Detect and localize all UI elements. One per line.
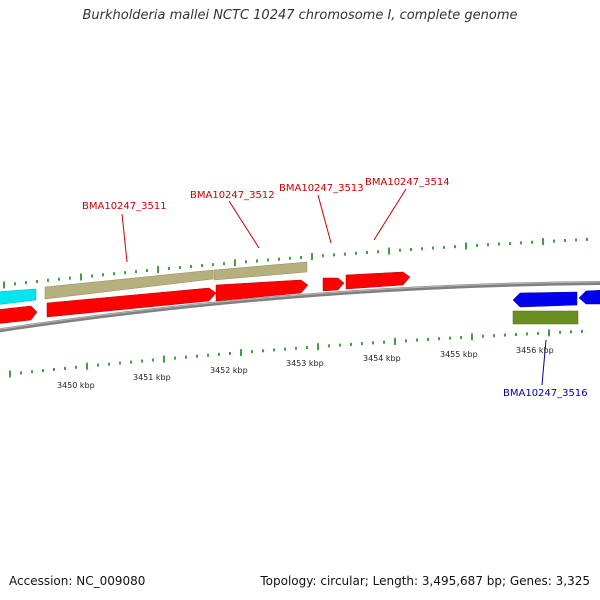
cds-arrow-forward[interactable] xyxy=(322,277,345,292)
scale-label: 3453 kbp xyxy=(286,359,324,368)
genome-title: Burkholderia mallei NCTC 10247 chromosom… xyxy=(82,8,518,23)
cds-arrow-forward[interactable] xyxy=(345,271,411,290)
gene-label: BMA10247_3516 xyxy=(503,388,588,399)
outer-tick-ring xyxy=(3,237,588,289)
cds-arrow-forward[interactable] xyxy=(215,279,309,302)
cds-arrow-reverse[interactable] xyxy=(578,290,600,305)
genome-summary: Topology: circular; Length: 3,495,687 bp… xyxy=(260,574,590,588)
backbone-arc xyxy=(0,281,600,333)
cyan-feature[interactable] xyxy=(0,288,37,305)
cds-arrow-forward[interactable] xyxy=(46,287,217,318)
cds-arrow-forward[interactable] xyxy=(0,305,38,324)
gene-label: BMA10247_3511 xyxy=(82,201,167,212)
scale-label: 3452 kbp xyxy=(210,366,248,375)
gene-label: BMA10247_3514 xyxy=(365,177,450,188)
gene-feature-forward[interactable] xyxy=(213,261,308,281)
scale-label: 3451 kbp xyxy=(133,373,171,382)
gene-feature-forward[interactable] xyxy=(44,269,214,300)
leader-line xyxy=(121,213,128,263)
leader-line xyxy=(541,339,547,386)
leader-line xyxy=(373,188,407,241)
inner-tick-ring xyxy=(9,329,583,378)
leader-line xyxy=(228,200,260,249)
scale-label: 3455 kbp xyxy=(440,350,478,359)
accession-label: Accession: NC_009080 xyxy=(9,574,146,588)
scale-label: 3450 kbp xyxy=(57,381,95,390)
cds-arrow-reverse[interactable] xyxy=(512,291,578,308)
leader-line xyxy=(317,194,332,244)
gene-label: BMA10247_3513 xyxy=(279,183,364,194)
gene-feature-reverse[interactable] xyxy=(512,310,579,325)
scale-label: 3456 kbp xyxy=(516,346,554,355)
scale-label: 3454 kbp xyxy=(363,354,401,363)
gene-label: BMA10247_3512 xyxy=(190,190,275,201)
